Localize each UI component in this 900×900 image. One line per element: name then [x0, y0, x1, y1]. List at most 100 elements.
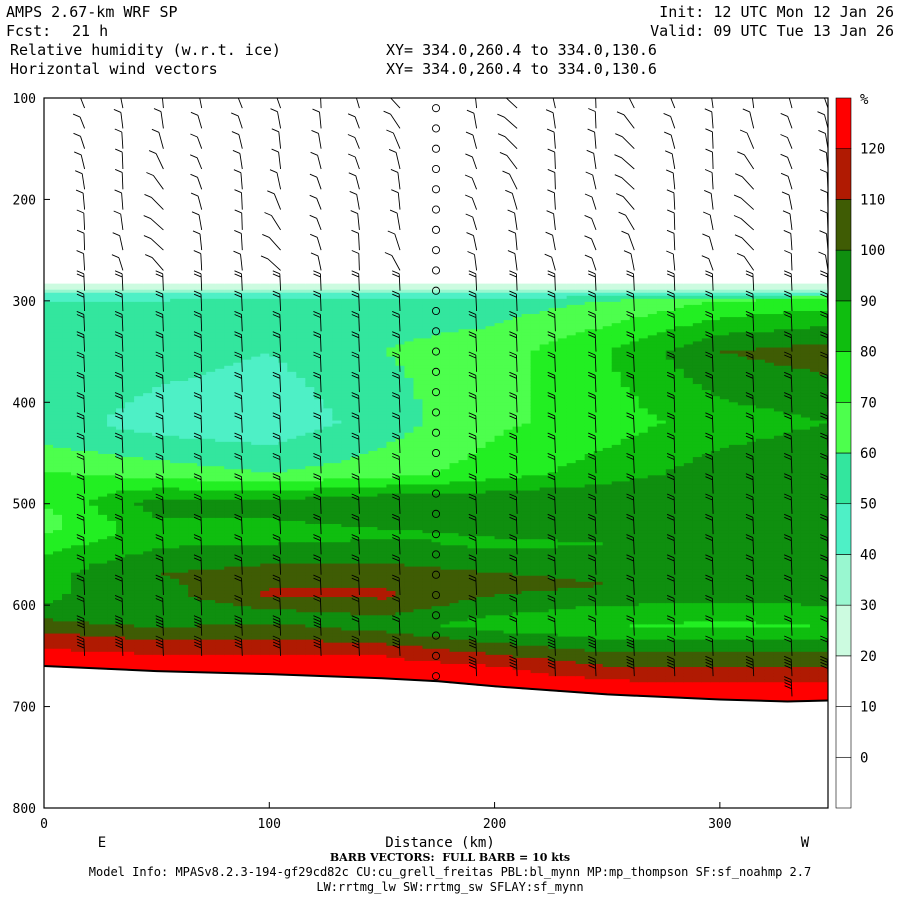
- rh-cell: [89, 426, 99, 431]
- rh-cell: [62, 256, 72, 260]
- rh-cell: [143, 347, 153, 352]
- rh-cell: [53, 463, 63, 467]
- rh-cell: [44, 533, 54, 537]
- rh-cell: [89, 593, 99, 598]
- rh-cell: [53, 417, 63, 422]
- rh-cell: [116, 192, 126, 196]
- rh-cell: [107, 149, 117, 154]
- rh-cell: [62, 195, 72, 200]
- rh-cell: [98, 633, 108, 638]
- rh-cell: [143, 393, 153, 397]
- rh-cell: [89, 164, 99, 169]
- rh-cell: [53, 207, 63, 212]
- rh-cell: [89, 268, 99, 273]
- rh-cell: [53, 122, 63, 126]
- rh-cell: [143, 155, 153, 160]
- rh-cell: [125, 642, 135, 647]
- rh-cell: [89, 201, 99, 206]
- rh-cell: [116, 651, 126, 656]
- rh-cell: [62, 584, 72, 589]
- rh-cell: [125, 600, 135, 604]
- rh-cell: [134, 514, 144, 519]
- rh-cell: [53, 283, 63, 288]
- rh-cell: [62, 317, 72, 321]
- rh-cell: [125, 508, 135, 513]
- rh-cell: [53, 198, 63, 203]
- rh-cell: [116, 624, 126, 629]
- rh-cell: [125, 365, 135, 370]
- rh-cell: [107, 259, 117, 263]
- rh-cell: [134, 499, 144, 504]
- rh-cell: [62, 140, 72, 145]
- rh-cell: [143, 219, 153, 224]
- rh-cell: [44, 198, 54, 203]
- rh-cell: [152, 432, 162, 437]
- rh-cell: [53, 508, 63, 513]
- rh-cell: [62, 615, 72, 619]
- rh-cell: [107, 341, 117, 346]
- rh-cell: [107, 350, 117, 355]
- rh-cell: [116, 466, 126, 470]
- rh-cell: [89, 155, 99, 160]
- rh-cell: [98, 250, 108, 254]
- rh-cell: [107, 177, 117, 181]
- rh-cell: [44, 119, 54, 123]
- rh-cell: [62, 247, 72, 251]
- rh-cell: [152, 578, 162, 583]
- rh-cell: [125, 621, 135, 626]
- rh-cell: [152, 137, 162, 142]
- rh-cell: [98, 578, 108, 583]
- rh-cell: [53, 301, 63, 306]
- rh-cell: [44, 122, 54, 126]
- rh-cell: [44, 180, 54, 184]
- rh-cell: [53, 444, 63, 449]
- rh-cell: [152, 447, 162, 452]
- rh-cell: [80, 435, 90, 440]
- rh-cell: [134, 511, 144, 516]
- rh-cell: [44, 143, 54, 148]
- rh-cell: [125, 237, 135, 242]
- rh-cell: [80, 566, 90, 571]
- rh-cell: [134, 171, 144, 175]
- rh-cell: [53, 320, 63, 324]
- rh-cell: [134, 344, 144, 349]
- rh-cell: [152, 487, 162, 492]
- rh-cell: [80, 101, 90, 105]
- rh-cell: [98, 478, 108, 482]
- rh-cell: [98, 137, 108, 142]
- rh-cell: [116, 429, 126, 434]
- rh-cell: [116, 450, 126, 455]
- rh-cell: [71, 329, 81, 333]
- rh-cell: [89, 222, 99, 227]
- rh-cell: [107, 633, 117, 638]
- rh-cell: [62, 134, 72, 139]
- rh-cell: [53, 113, 63, 117]
- rh-cell: [53, 241, 63, 245]
- rh-cell: [44, 174, 54, 178]
- rh-cell: [116, 615, 126, 619]
- rh-cell: [44, 575, 54, 580]
- rh-cell: [62, 593, 72, 598]
- rh-cell: [44, 402, 54, 406]
- rh-cell: [44, 624, 54, 629]
- rh-cell: [143, 660, 153, 665]
- rh-cell: [143, 384, 153, 388]
- rh-cell: [89, 663, 99, 668]
- rh-cell: [143, 359, 153, 364]
- rh-cell: [152, 365, 162, 370]
- rh-cell: [134, 101, 144, 105]
- rh-cell: [134, 554, 144, 559]
- rh-cell: [107, 657, 117, 662]
- rh-cell: [98, 536, 108, 540]
- rh-cell: [62, 198, 72, 203]
- rh-cell: [80, 222, 90, 227]
- rh-cell: [80, 256, 90, 260]
- rh-cell: [107, 335, 117, 339]
- rh-cell: [125, 307, 135, 312]
- rh-cell: [152, 119, 162, 123]
- rh-cell: [89, 207, 99, 212]
- rh-cell: [71, 563, 81, 568]
- rh-cell: [53, 545, 63, 549]
- rh-cell: [107, 171, 117, 175]
- rh-cell: [107, 502, 117, 507]
